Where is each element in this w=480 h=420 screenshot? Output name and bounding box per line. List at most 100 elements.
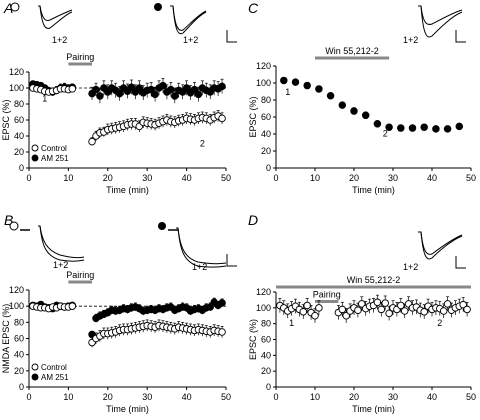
legend-label: Control bbox=[41, 363, 67, 372]
y-tick-label: 20 bbox=[261, 146, 271, 156]
y-tick-label: 100 bbox=[256, 303, 271, 313]
data-point bbox=[420, 308, 428, 316]
y-tick-label: 20 bbox=[14, 366, 24, 376]
data-point bbox=[350, 107, 358, 115]
data-point bbox=[443, 300, 452, 308]
data-point bbox=[206, 303, 214, 311]
pairing-bar bbox=[315, 300, 339, 303]
data-point bbox=[385, 123, 393, 131]
epsc-trace-2 bbox=[418, 5, 463, 25]
epsc-trace-2 bbox=[418, 231, 463, 255]
data-point bbox=[303, 301, 311, 310]
data-point bbox=[218, 114, 226, 123]
data-point bbox=[68, 85, 77, 93]
treatment-bar bbox=[68, 280, 93, 284]
data-point bbox=[303, 81, 311, 90]
x-tick-label: 50 bbox=[466, 392, 476, 402]
nmda-trace-2 bbox=[38, 225, 85, 259]
trace-label: 1+2 bbox=[52, 35, 67, 45]
y-tick-label: 40 bbox=[14, 131, 24, 141]
trace-label: 1+2 bbox=[53, 260, 68, 270]
data-point bbox=[291, 78, 300, 86]
data-point bbox=[311, 312, 319, 320]
data-point bbox=[115, 89, 124, 98]
y-tick-label: 100 bbox=[256, 78, 271, 88]
annotation-marker: 2 bbox=[200, 138, 205, 148]
open-circle-icon bbox=[10, 2, 20, 12]
data-point bbox=[182, 84, 191, 92]
data-point bbox=[194, 90, 203, 99]
data-point bbox=[439, 307, 448, 315]
epsc-trace-1 bbox=[38, 5, 73, 29]
scale-bar bbox=[455, 256, 466, 269]
data-point bbox=[315, 304, 323, 312]
treatment-bar-label: Win 55,212-2 bbox=[325, 46, 379, 56]
y-tick-label: 120 bbox=[9, 67, 24, 77]
scale-bar bbox=[226, 30, 237, 43]
data-point bbox=[68, 302, 77, 310]
data-point bbox=[432, 125, 440, 133]
treatment-bar bbox=[315, 56, 390, 60]
x-tick-label: 10 bbox=[310, 392, 320, 402]
data-point bbox=[342, 312, 350, 320]
annotation-marker: 2 bbox=[437, 318, 442, 328]
y-axis-label: EPSC (%) bbox=[248, 96, 258, 137]
x-tick-label: 20 bbox=[103, 392, 113, 402]
panel-a-inset-control: 1+2 bbox=[10, 2, 73, 45]
y-tick-label: 40 bbox=[261, 129, 271, 139]
data-point bbox=[361, 111, 370, 120]
y-axis-label: NMDA EPSC (%) bbox=[1, 304, 11, 374]
data-point bbox=[92, 85, 100, 94]
y-tick-label: 120 bbox=[256, 61, 271, 71]
panel-b-inset-am251: 1+2 bbox=[158, 222, 237, 272]
panel-letter-b: B bbox=[4, 212, 13, 228]
trace-label: 1+2 bbox=[403, 35, 418, 45]
panel-b-inset-control: 1+2 bbox=[9, 221, 85, 270]
data-point bbox=[463, 305, 471, 314]
treatment-bar bbox=[68, 62, 93, 66]
x-tick-label: 0 bbox=[26, 392, 31, 402]
x-tick-label: 40 bbox=[427, 173, 437, 183]
x-tick-label: 10 bbox=[63, 173, 73, 183]
plot-panel-d: 0 20 40 60 80 100 120 0 10 20 30 40 50 Time (min) EPSC… bbox=[248, 275, 476, 414]
y-axis-label: EPSC (%) bbox=[248, 319, 258, 360]
x-tick-label: 40 bbox=[427, 392, 437, 402]
x-tick-label: 30 bbox=[142, 173, 152, 183]
data-point bbox=[171, 92, 179, 100]
y-tick-label: 80 bbox=[261, 95, 271, 105]
x-tick-label: 20 bbox=[103, 173, 113, 183]
x-tick-label: 40 bbox=[182, 392, 192, 402]
y-tick-label: 60 bbox=[14, 115, 24, 125]
x-axis-label: Time (min) bbox=[352, 185, 395, 195]
annotation-marker: 2 bbox=[383, 129, 388, 139]
filled-circle-icon bbox=[158, 222, 166, 230]
data-point bbox=[159, 81, 167, 90]
plot-panel-c: 0 20 40 60 80 100 120 0 10 20 30 40 50 Time (min) EPSC… bbox=[248, 46, 476, 195]
data-point bbox=[96, 92, 104, 100]
data-point bbox=[190, 85, 199, 94]
y-tick-label: 120 bbox=[256, 287, 271, 297]
legend-label: AM 251 bbox=[41, 154, 69, 163]
data-point bbox=[354, 306, 362, 314]
nmda-trace-2 bbox=[176, 227, 227, 265]
y-tick-label: 80 bbox=[14, 99, 24, 109]
scale-bar bbox=[455, 30, 466, 43]
y-tick-label: 60 bbox=[261, 335, 271, 345]
filled-circle-icon bbox=[154, 3, 162, 11]
panel-a-inset-am251: 1+2 bbox=[154, 3, 237, 45]
trace-label: 1+2 bbox=[403, 262, 418, 272]
data-point bbox=[408, 124, 417, 132]
panel-c-inset: 1+2 bbox=[403, 5, 466, 45]
legend-marker bbox=[31, 363, 39, 371]
x-tick-label: 20 bbox=[349, 173, 359, 183]
legend-marker bbox=[31, 154, 39, 162]
y-tick-label: 0 bbox=[19, 382, 24, 392]
y-tick-label: 80 bbox=[14, 317, 24, 327]
data-point bbox=[459, 300, 467, 309]
data-point bbox=[400, 307, 409, 315]
treatment-bar bbox=[276, 285, 471, 289]
y-tick-label: 0 bbox=[266, 163, 271, 173]
y-tick-label: 0 bbox=[266, 382, 271, 392]
x-tick-label: 0 bbox=[26, 173, 31, 183]
x-tick-label: 10 bbox=[310, 173, 320, 183]
